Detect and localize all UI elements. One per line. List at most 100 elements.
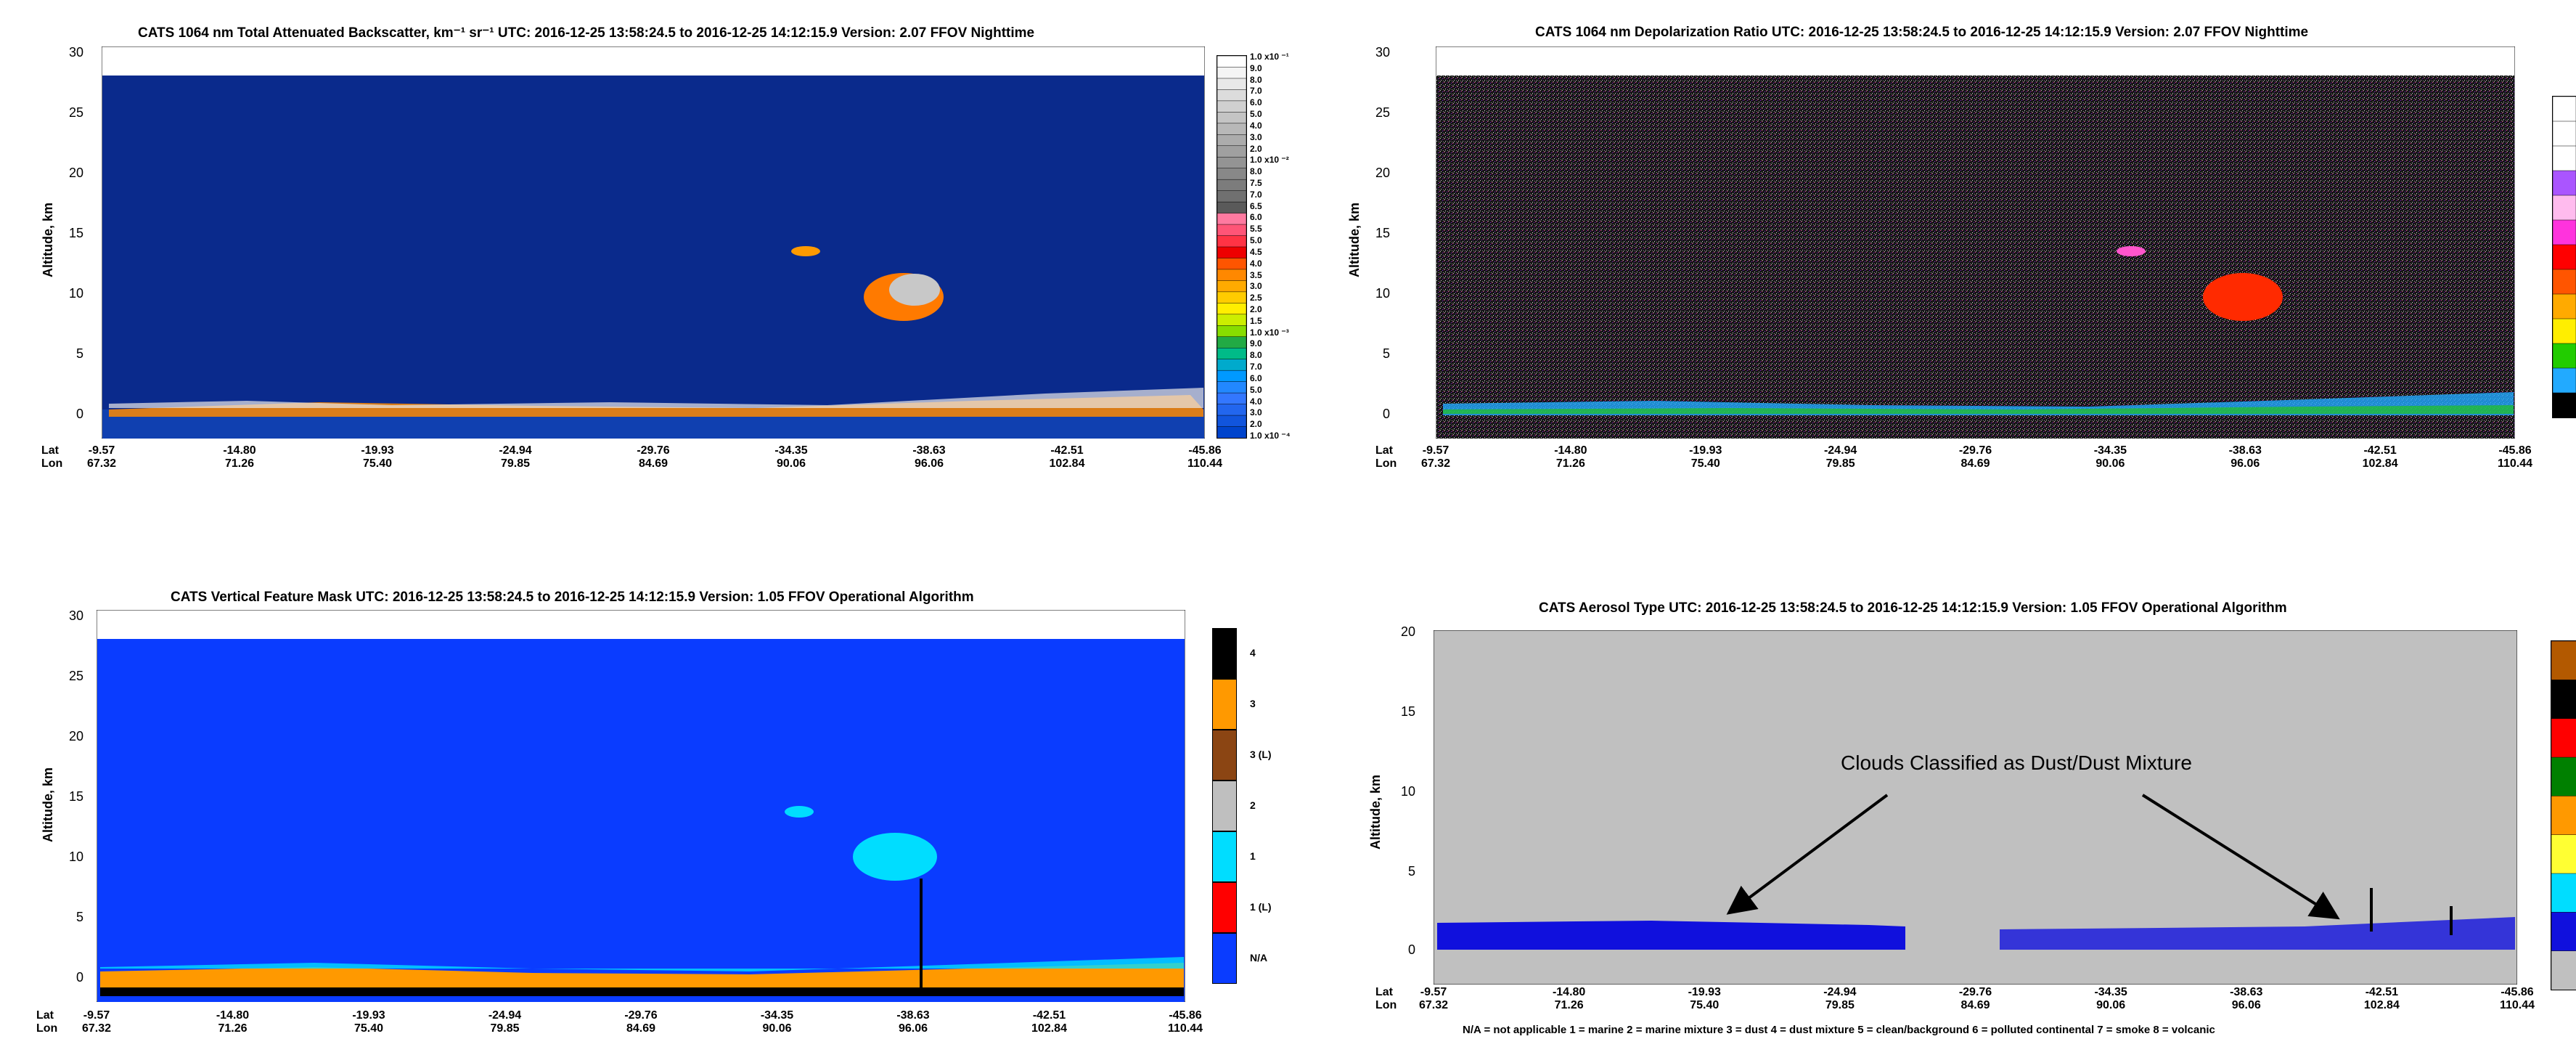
colorbar-segment: [2553, 219, 2576, 245]
y-tick: 5: [75, 910, 83, 924]
row-label-lon: Lon: [1375, 457, 1397, 470]
backscatter-panel: CATS 1064 nm Total Attenuated Backscatte…: [0, 0, 1307, 494]
colorbar-label: 2.0: [1250, 143, 1262, 154]
colorbar-segment: [1217, 404, 1246, 416]
aerosol-type-panel: CATS Aerosol Type UTC: 2016-12-25 13:58:…: [1307, 566, 2576, 1039]
y-tick: 20: [1375, 166, 1390, 180]
lat-lon-tick: -34.35 90.06: [774, 444, 808, 470]
lat-lon-tick: -24.94 79.85: [488, 1009, 522, 1035]
colorbar-segment: [1217, 235, 1246, 248]
chart-title: CATS 1064 nm Depolarization Ratio UTC: 2…: [1535, 25, 2309, 40]
colorbar-segment: [2553, 145, 2576, 171]
colorbar-label: 6.0: [1250, 372, 1262, 383]
lat-lon-tick: -14.80 71.26: [216, 1009, 250, 1035]
row-label-lon: Lon: [41, 457, 63, 470]
lat-lon-tick: -42.51 102.84: [1031, 1009, 1067, 1035]
colorbar-label: 1 (L): [1250, 901, 1272, 913]
y-tick: 25: [1375, 105, 1390, 120]
y-tick: 30: [68, 45, 83, 60]
colorbar-label: N/A: [1250, 952, 1268, 963]
colorbar-segment: [2551, 757, 2576, 797]
y-tick: 0: [1382, 407, 1390, 421]
colorbar-segment: [1217, 56, 1246, 68]
y-tick: 0: [1407, 942, 1415, 957]
feature-mask-panel: CATS Vertical Feature Mask UTC: 2016-12-…: [0, 566, 1307, 1039]
colorbar-segment: [2551, 641, 2576, 681]
colorbar-segment: [1212, 831, 1237, 882]
colorbar-label: 1: [1250, 850, 1256, 862]
y-tick: 20: [68, 729, 83, 743]
lat-lon-tick: -14.80 71.26: [1554, 444, 1587, 470]
cloud-main: [853, 833, 937, 881]
chart-title: CATS Vertical Feature Mask UTC: 2016-12-…: [171, 590, 974, 605]
y-tick: 20: [1400, 624, 1415, 639]
colorbar-label: 1.0 x10 ⁻¹: [1250, 52, 1289, 62]
colorbar-segment: [1212, 933, 1237, 984]
colorbar-segment: [2553, 392, 2576, 417]
colorbar-label: 1.0 x10 ⁻⁴: [1250, 431, 1291, 441]
lat-lon-tick: -9.57 67.32: [86, 444, 117, 470]
row-label-lon: Lon: [1375, 999, 1397, 1011]
aerosol-layer: [1437, 921, 1905, 950]
colorbar-label: 2.5: [1250, 293, 1262, 303]
y-tick: 10: [68, 286, 83, 301]
colorbar: [2551, 640, 2576, 990]
y-tick: 20: [68, 166, 83, 180]
colorbar-segment: [1217, 112, 1246, 124]
colorbar-label: 2.0: [1250, 419, 1262, 430]
colorbar-segment: [1217, 179, 1246, 192]
y-tick: 25: [68, 669, 83, 683]
cloud-upper: [785, 806, 814, 818]
colorbar-label: 4.0: [1250, 396, 1262, 407]
colorbar-segment: [2553, 293, 2576, 319]
lat-lon-tick: -9.57 67.32: [81, 1009, 112, 1035]
colorbar-label: 5.0: [1250, 235, 1262, 246]
colorbar-segment: [2551, 912, 2576, 952]
depolarization-panel: CATS 1064 nm Depolarization Ratio UTC: 2…: [1307, 0, 2576, 494]
colorbar-label: 4.0: [1250, 120, 1262, 131]
colorbar-segment: [1217, 89, 1246, 102]
row-label-lat: Lat: [1375, 986, 1393, 998]
lat-lon-tick: -14.80 71.26: [223, 444, 256, 470]
lat-lon-tick: -29.76 84.69: [1958, 444, 1992, 470]
annotation: Clouds Classified as Dust/Dust Mixture: [1841, 751, 2192, 774]
plot-background: [102, 76, 1204, 439]
colorbar-segment: [1217, 78, 1246, 91]
colorbar-segment: [1217, 145, 1246, 158]
colorbar-segment: [1217, 347, 1246, 360]
lat-lon-tick: -24.94 79.85: [499, 444, 532, 470]
y-tick: 30: [68, 608, 83, 623]
colorbar-segment: [1217, 325, 1246, 338]
y-tick: 10: [68, 849, 83, 864]
colorbar-segment: [1217, 359, 1246, 371]
colorbar-segment: [1217, 100, 1246, 113]
aerosol-layer: [100, 963, 1184, 989]
colorbar-label: 1.0 x10 ⁻³: [1250, 327, 1289, 338]
lat-lon-tick: -34.35 90.06: [2093, 444, 2127, 470]
lat-lon-tick: -29.76 84.69: [624, 1009, 658, 1035]
depolarization-plot: [1436, 46, 2515, 439]
y-tick: 5: [1382, 346, 1390, 361]
row-label-lat: Lat: [1375, 444, 1393, 457]
colorbar-segment: [1217, 415, 1246, 428]
colorbar-segment: [1217, 314, 1246, 327]
lat-lon-tick: -38.63 96.06: [2228, 444, 2262, 470]
colorbar-segment: [1217, 213, 1246, 225]
colorbar-segment: [1217, 280, 1246, 293]
colorbar-label: 9.0: [1250, 62, 1262, 73]
colorbar-label: 8.0: [1250, 350, 1262, 361]
colorbar-segment: [2553, 343, 2576, 369]
aerosol-type-plot: [1434, 630, 2517, 985]
feature-mask-plot: [97, 610, 1185, 1002]
colorbar-label: 8.0: [1250, 74, 1262, 85]
y-axis-label: Altitude, km: [41, 767, 55, 842]
y-tick: 15: [1375, 226, 1390, 240]
colorbar-segment: [1212, 679, 1237, 730]
colorbar-label: 1.5: [1250, 315, 1262, 326]
y-tick: 0: [75, 970, 83, 985]
colorbar-label: 6.0: [1250, 97, 1262, 108]
lat-lon-tick: -9.57 67.32: [1420, 444, 1451, 470]
colorbar-label: 7.0: [1250, 86, 1262, 97]
colorbar-segment: [1217, 224, 1246, 237]
backscatter-plot: [102, 46, 1205, 439]
